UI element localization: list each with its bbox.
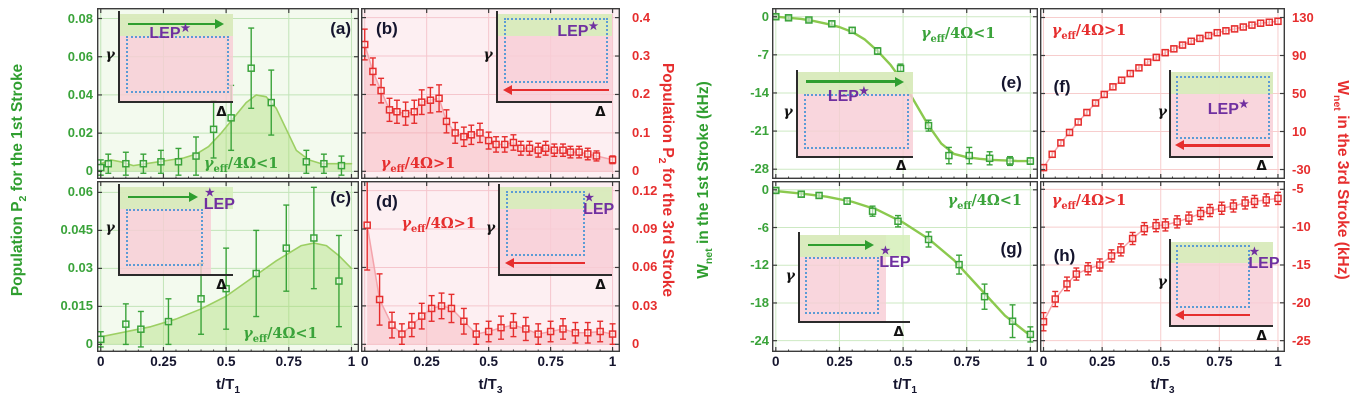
y-tick-label: -30 <box>1292 161 1311 177</box>
panel-d-plot <box>361 181 620 352</box>
x-tick-label: 0.5 <box>893 354 913 369</box>
x-tick-label: 0.5 <box>1151 354 1171 369</box>
x-tick-label: 0.75 <box>953 354 980 369</box>
y-tick-label: 0 <box>761 8 769 24</box>
x-tick-label: 0.75 <box>537 354 564 369</box>
x-axis-title: t/T1 <box>216 376 240 396</box>
y-tick-label: 0.08 <box>67 10 93 26</box>
x-tick-label: 0 <box>1039 354 1048 369</box>
y-tick-label: 0.12 <box>632 182 658 198</box>
x-tick-label: 0 <box>96 354 105 369</box>
x-tick-label: 0.25 <box>413 354 440 369</box>
left-axis-label-population-group: Population P2 for the 1st Stroke <box>8 63 30 297</box>
y-tick-label: 0.02 <box>67 125 93 141</box>
y-tick-label: 0 <box>632 163 640 179</box>
right-axis-label-work-group: Wnet in the 3rd Stroke (kHz) <box>1330 80 1352 280</box>
y-tick-label: 0.2 <box>632 86 651 102</box>
x-axis-title: t/T3 <box>1150 376 1175 396</box>
y-tick-label: 0.015 <box>60 298 93 314</box>
y-tick-label: 0.09 <box>632 221 658 237</box>
y-tick-label: -15 <box>1292 256 1311 272</box>
y-tick-label: -12 <box>750 257 769 273</box>
y-tick-label: 0.3 <box>632 48 651 64</box>
y-tick-label: 0.06 <box>67 184 93 200</box>
y-tick-label: 0 <box>761 181 769 197</box>
y-tick-label: 0 <box>85 163 93 179</box>
x-tick-label: 0.25 <box>1088 354 1116 369</box>
x-tick-label: 1 <box>347 354 356 369</box>
y-tick-label: -28 <box>750 161 769 177</box>
x-tick-label: 0.25 <box>150 354 177 369</box>
y-tick-label: 0 <box>632 336 640 352</box>
y-tick-label: 0.06 <box>67 48 93 64</box>
x-tick-label: 1 <box>608 354 617 369</box>
y-tick-label: -18 <box>750 294 769 310</box>
y-tick-label: -7 <box>757 46 769 62</box>
x-axis-title: t/T1 <box>893 376 917 396</box>
y-tick-label: -25 <box>1292 332 1311 348</box>
x-tick-label: 0 <box>772 354 780 369</box>
y-tick-label: 0.03 <box>67 260 93 276</box>
x-axis-title: t/T3 <box>478 376 503 396</box>
panel-a-plot <box>97 8 359 179</box>
y-tick-label: 50 <box>1292 85 1307 101</box>
x-tick-label: 0 <box>360 354 369 369</box>
left-axis-label-work-group: Wnet in the 1st Stroke (kHz) <box>694 81 716 279</box>
y-tick-label: -21 <box>750 123 769 139</box>
x-tick-label: 0.5 <box>216 354 236 369</box>
y-tick-label: 0.04 <box>67 86 93 102</box>
x-tick-label: 1 <box>1026 354 1035 369</box>
y-tick-label: -5 <box>1292 181 1304 197</box>
y-tick-label: 0.06 <box>632 259 658 275</box>
panel-b-plot <box>361 8 620 179</box>
y-tick-label: 0.03 <box>632 297 658 313</box>
y-tick-label: -6 <box>757 219 769 235</box>
y-tick-label: 0 <box>85 336 93 352</box>
y-tick-label: -20 <box>1292 294 1311 310</box>
x-tick-label: 0.75 <box>275 354 302 369</box>
panel-g-plot <box>772 181 1038 352</box>
panel-c-plot <box>97 181 359 352</box>
y-tick-label: -14 <box>750 84 769 100</box>
y-tick-label: 0.4 <box>632 9 651 25</box>
y-tick-label: -10 <box>1292 219 1311 235</box>
y-tick-label: 10 <box>1292 123 1307 139</box>
y-tick-label: 0.1 <box>632 124 651 140</box>
y-tick-label: 90 <box>1292 47 1307 63</box>
y-tick-label: 130 <box>1292 9 1314 25</box>
x-tick-label: 1 <box>1274 354 1282 369</box>
y-tick-label: 0.045 <box>60 222 93 238</box>
x-tick-label: 0.75 <box>1206 354 1233 369</box>
x-tick-label: 0.25 <box>826 354 853 369</box>
panel-f-plot <box>1040 8 1285 179</box>
panel-e-plot <box>772 8 1038 179</box>
panel-h-plot <box>1040 181 1285 352</box>
x-tick-label: 0.5 <box>479 354 499 369</box>
y-tick-label: -24 <box>750 332 769 348</box>
